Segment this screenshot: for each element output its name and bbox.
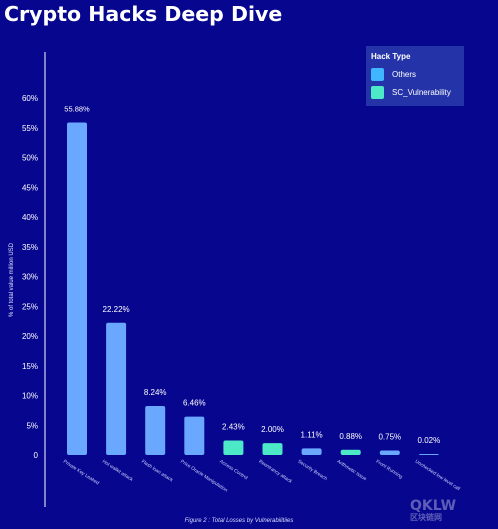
- bar: [223, 440, 244, 455]
- y-tick-label: 50%: [22, 154, 38, 163]
- legend-swatch-others: [371, 68, 384, 81]
- x-tick-label: Reentrancy attack: [257, 459, 293, 485]
- bar: [340, 449, 361, 455]
- x-tick-label: Hot wallet attack: [101, 459, 134, 484]
- bar: [379, 450, 400, 455]
- y-tick-label: 15%: [22, 362, 38, 371]
- data-label: 0.75%: [378, 433, 401, 442]
- legend-label-others: Others: [392, 70, 417, 79]
- x-tick-label: Private Key Leaked: [62, 459, 100, 487]
- y-tick-label: 40%: [22, 213, 38, 222]
- y-axis-label: % of total value million USD: [9, 242, 15, 317]
- y-tick-label: 35%: [22, 243, 38, 252]
- figure-caption: Figure 2 : Total Losses by Vulnerabiliti…: [184, 518, 294, 524]
- x-labels: Private Key Leaked Hot wallet attack Flash…: [62, 459, 461, 494]
- y-tick-label: 60%: [22, 94, 38, 103]
- x-tick-label: Arithmetic Issue: [336, 459, 368, 483]
- data-label: 1.11%: [301, 430, 323, 439]
- data-label: 8.24%: [144, 388, 167, 397]
- watermark-main: QKLW: [410, 498, 457, 514]
- bar: [418, 454, 439, 455]
- legend: Hack Type Others SC_Vulnerability: [366, 46, 464, 106]
- bar: [184, 416, 205, 455]
- y-tick-label: 25%: [22, 302, 38, 311]
- data-label: 2.00%: [261, 425, 284, 434]
- watermark-logo: QKLW 区块链网: [410, 497, 456, 522]
- bar: [106, 322, 127, 455]
- data-label: 6.46%: [183, 399, 206, 408]
- page-title: Crypto Hacks Deep Dive: [4, 2, 283, 26]
- data-label: 0.88%: [339, 432, 362, 441]
- y-tick-label: 0: [34, 451, 39, 460]
- bar: [67, 122, 87, 455]
- y-tick-label: 30%: [22, 273, 38, 282]
- bar: [145, 405, 166, 455]
- legend-label-sc-vulnerability: SC_Vulnerability: [392, 88, 451, 97]
- y-tick-label: 55%: [22, 124, 38, 133]
- x-tick-label: Unchecked low level call: [414, 459, 461, 492]
- x-tick-label: Access Control: [218, 459, 248, 482]
- legend-swatch-sc-vulnerability: [371, 86, 384, 99]
- y-tick-label: 10%: [22, 392, 38, 401]
- data-label: 0.02%: [418, 436, 441, 445]
- y-tick-label: 45%: [22, 183, 38, 192]
- bars: [67, 122, 439, 455]
- bar: [262, 443, 283, 455]
- value-labels: 55.88% 22.22% 8.24% 6.46% 2.43% 2.00% 1.11% 0.8…: [64, 105, 440, 445]
- y-tick-label: 5%: [26, 421, 38, 430]
- legend-title: Hack Type: [371, 52, 411, 61]
- data-label: 22.22%: [103, 305, 130, 314]
- y-tick-label: 20%: [22, 332, 38, 341]
- watermark-sub: 区块链网: [410, 513, 442, 522]
- x-tick-label: Flash loan attack: [140, 459, 174, 484]
- x-tick-label: Security Breach: [297, 459, 329, 483]
- data-label: 2.43%: [222, 423, 245, 432]
- y-ticks: 0 5% 10% 15% 20% 25% 30% 35% 40% 45% 50% 55% 60%: [22, 94, 39, 460]
- x-tick-label: Front Running: [375, 459, 404, 481]
- bar: [301, 448, 322, 455]
- data-label: 55.88%: [64, 105, 90, 114]
